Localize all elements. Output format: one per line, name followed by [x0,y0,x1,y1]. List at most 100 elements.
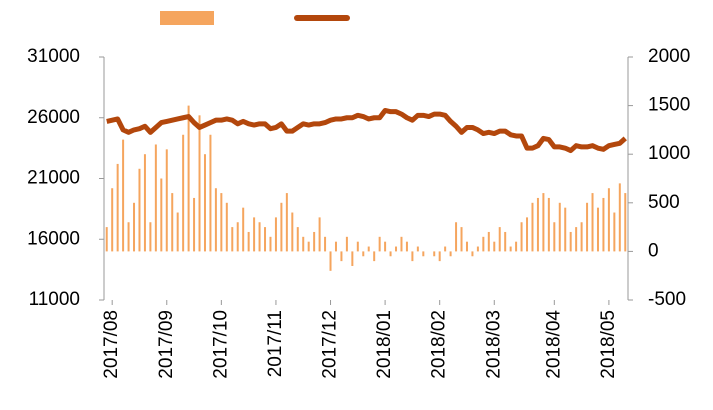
bar [296,227,299,252]
bar [127,222,130,252]
bar [356,241,359,252]
x-tick-label: 2018/05 [598,310,619,379]
bar [504,231,507,252]
y-tick-label: 11000 [29,289,80,310]
bar [493,241,496,252]
bar [214,188,217,252]
x-tick-label: 2017/08 [101,310,122,379]
x-tick-label: 2017/10 [210,310,231,379]
bar [471,251,474,257]
bar [362,251,365,257]
bar [285,193,288,252]
bar [253,217,256,252]
bar [526,217,529,252]
x-tick-label: 2017/09 [156,310,177,379]
y2-tick-label: -500 [648,289,686,310]
bar [564,207,567,252]
bar [422,251,425,257]
bar [618,183,621,252]
bar [264,227,267,252]
bar [378,236,381,252]
y-tick-label: 26000 [27,107,80,128]
bar [602,197,605,252]
y2-tick-label: 2000 [648,46,690,67]
bar [542,193,545,252]
y-tick-label: 16000 [27,228,80,249]
bar [340,251,343,262]
bar [220,193,223,252]
bar [236,222,239,252]
bar [143,154,146,252]
y-tick-label: 21000 [27,168,80,189]
bar [291,212,294,252]
bar [487,231,490,252]
bar [329,251,332,271]
bar [586,202,589,252]
bar [536,197,539,252]
bar [280,202,283,252]
bar [105,227,108,252]
bar [203,154,206,252]
bar [416,246,419,252]
bar [160,178,163,252]
bar [171,193,174,252]
bar [509,246,512,252]
bar [209,134,212,252]
bar [411,251,414,262]
bar [455,222,458,252]
bar [449,251,452,257]
legend-swatch-bar [160,11,214,25]
x-tick-label: 2018/02 [429,310,450,379]
bar [324,236,327,252]
bar [313,231,316,252]
bar [307,241,310,252]
bar [515,241,518,252]
y-tick-label: 31000 [27,46,80,67]
bar [389,251,392,257]
bar [591,193,594,252]
bar [596,207,599,252]
bar [149,222,152,252]
bar [373,251,376,262]
x-tick-label: 2018/01 [374,310,395,379]
x-tick-label: 2018/04 [543,310,564,379]
line [106,107,627,154]
x-tick-label: 2017/12 [320,310,341,379]
y2-tick-label: 500 [648,192,680,213]
bar [122,139,125,252]
bar [384,241,387,252]
bar [607,188,610,252]
y2-tick-label: 1500 [648,95,690,116]
bar [580,222,583,252]
bar [242,207,245,252]
bar [231,227,234,252]
bar [613,212,616,252]
bar [444,246,447,252]
bar [547,197,550,252]
y2-tick-label: 0 [648,240,659,261]
bar [165,149,168,252]
bar [258,222,261,252]
bar [193,197,196,252]
bar [116,163,119,252]
bar [345,236,348,252]
bar [395,246,398,252]
bar [334,241,337,252]
bar [400,236,403,252]
bar [553,222,556,252]
bar [225,202,228,252]
bar [433,251,436,257]
bar [531,202,534,252]
x-tick-label: 2018/03 [483,310,504,379]
bar [520,222,523,252]
bar [575,227,578,252]
bar [460,227,463,252]
bar [187,105,190,252]
bar [367,246,370,252]
bar [405,241,408,252]
bar [438,251,441,262]
bar [274,217,277,252]
bar [176,212,179,252]
